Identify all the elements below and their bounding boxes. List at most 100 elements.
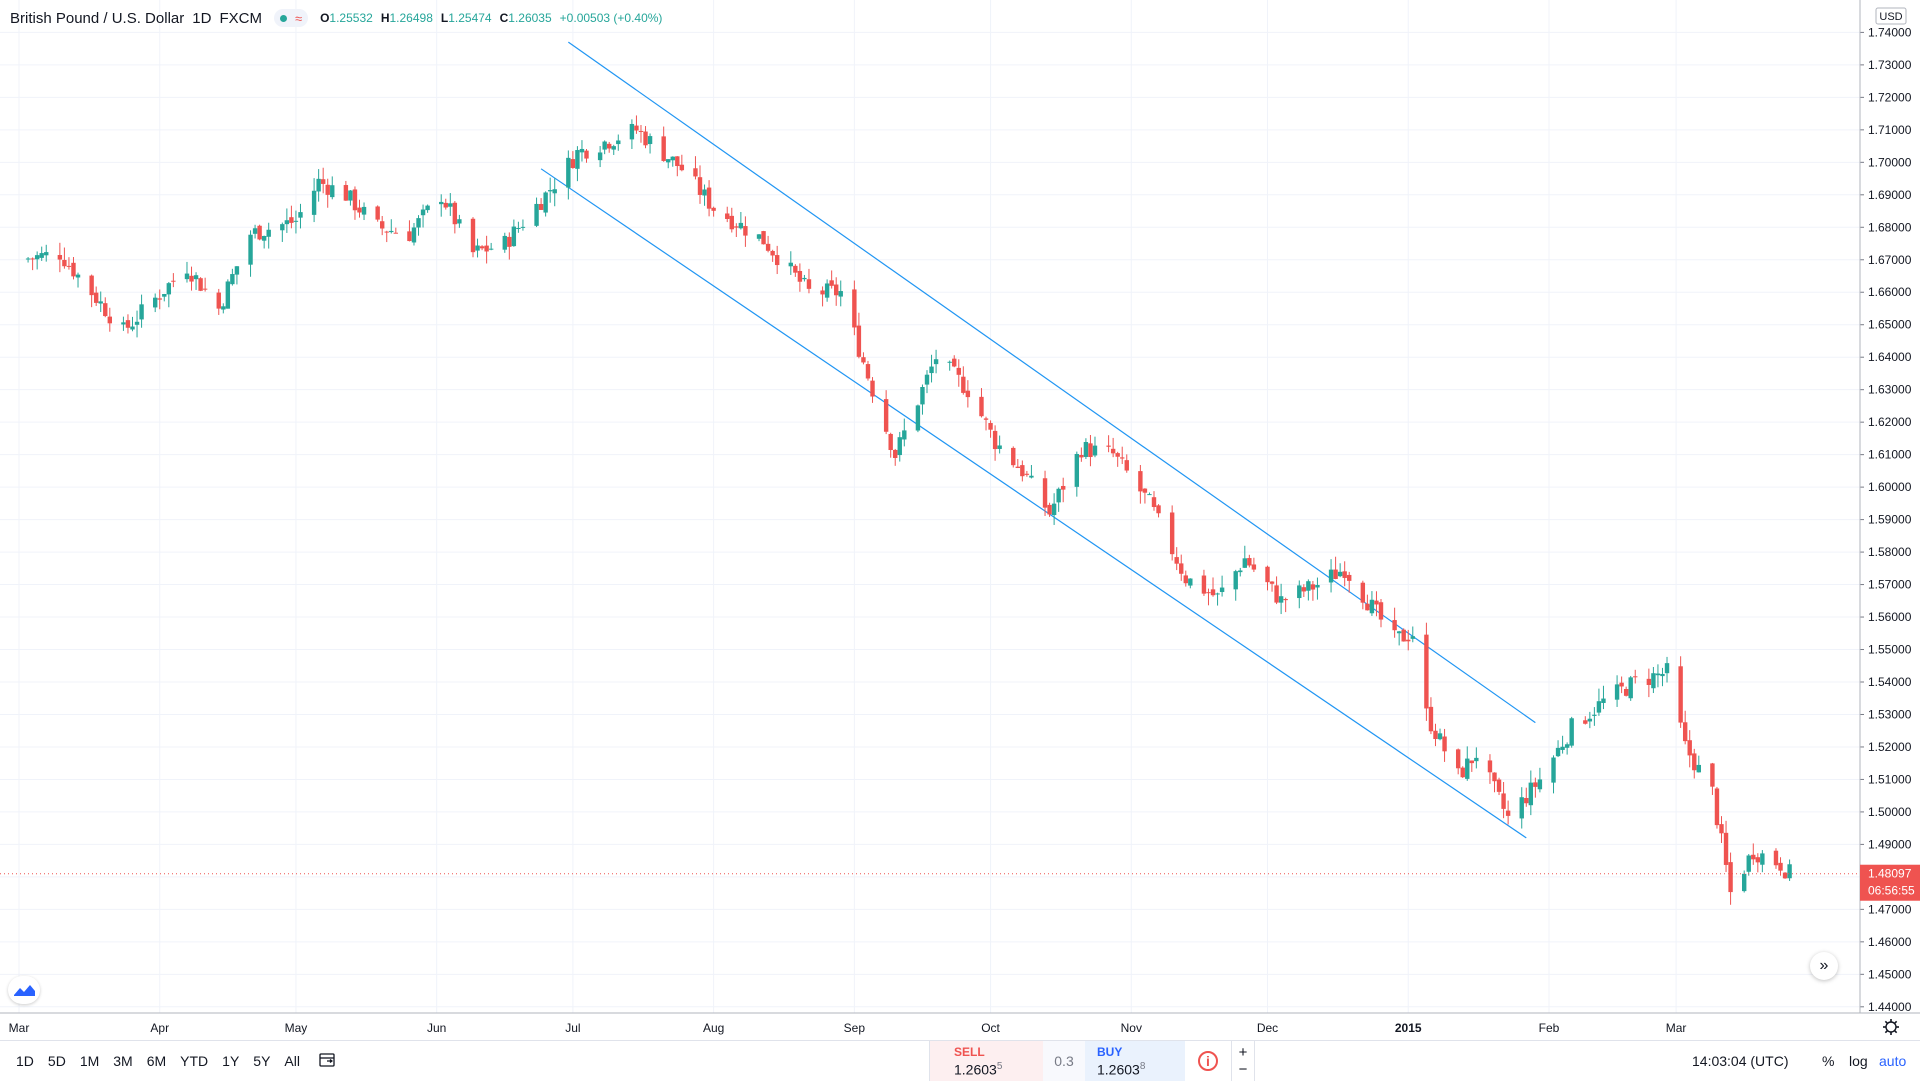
candle-body <box>570 159 576 168</box>
candle-body <box>1424 634 1429 709</box>
candle-body <box>425 205 430 211</box>
y-tick-label: 1.65000 <box>1868 318 1912 332</box>
range-1d-button[interactable]: 1D <box>16 1053 34 1069</box>
decrease-button[interactable]: − <box>1238 1061 1248 1078</box>
symbol-name[interactable]: British Pound / U.S. Dollar <box>10 9 185 27</box>
range-all-button[interactable]: All <box>284 1053 300 1069</box>
candle-body <box>311 190 317 215</box>
clock-time[interactable]: 14:03:04 (UTC) <box>1692 1053 1789 1069</box>
candle-body <box>202 288 208 290</box>
range-ytd-button[interactable]: YTD <box>180 1053 209 1069</box>
candle-body <box>1106 445 1111 447</box>
candle-body <box>320 179 326 184</box>
candle-body <box>933 359 939 365</box>
candle-body <box>870 380 875 397</box>
y-tick-label: 1.74000 <box>1868 25 1912 39</box>
info-button[interactable]: i <box>1185 1041 1231 1081</box>
x-tick-label: Dec <box>1257 1021 1278 1035</box>
interval-label[interactable]: 1D <box>192 9 212 27</box>
candle-body <box>1042 478 1048 508</box>
x-tick-label: Sep <box>844 1021 866 1035</box>
candle-body <box>1678 666 1683 723</box>
candle-body <box>1719 824 1724 834</box>
candle-body <box>534 203 539 226</box>
x-tick-label: Apr <box>150 1021 169 1035</box>
trend-line <box>540 168 1527 839</box>
y-tick-label: 1.52000 <box>1868 740 1912 754</box>
candle-body <box>130 326 135 330</box>
candle-body <box>1124 460 1129 471</box>
y-tick-label: 1.45000 <box>1868 967 1912 981</box>
range-1y-button[interactable]: 1Y <box>222 1053 240 1069</box>
trend-line <box>567 41 1536 724</box>
range-6m-button[interactable]: 6M <box>146 1053 167 1069</box>
candle-body <box>734 226 739 228</box>
candle-body <box>1251 564 1257 570</box>
candle-body <box>797 270 803 282</box>
candle-body <box>443 202 448 208</box>
candle-body <box>1238 570 1243 573</box>
candle-body <box>1433 730 1438 739</box>
candle-body <box>1660 673 1665 677</box>
candle-body <box>711 207 716 211</box>
candle-body <box>675 156 680 167</box>
market-status-pill[interactable]: ≈ <box>273 9 309 27</box>
candle-body <box>1710 763 1715 787</box>
candle-body <box>1233 571 1238 590</box>
candle-body <box>389 230 394 233</box>
candle-body <box>511 226 517 247</box>
calendar-goto-icon[interactable] <box>318 1051 336 1074</box>
candle-body <box>829 280 834 286</box>
candle-body <box>729 215 734 230</box>
range-5y-button[interactable]: 5Y <box>253 1053 271 1069</box>
currency-label: USD <box>1879 11 1902 23</box>
candle-body <box>888 433 893 451</box>
candle-body <box>1465 758 1470 779</box>
candle-body <box>1174 557 1179 564</box>
candle-body <box>543 192 548 213</box>
candle-body <box>1501 793 1506 809</box>
buy-label: BUY <box>1097 1045 1123 1059</box>
range-1m-button[interactable]: 1M <box>79 1053 100 1069</box>
candle-body <box>1437 733 1443 740</box>
y-tick-label: 1.68000 <box>1868 220 1912 234</box>
candle-body <box>1487 760 1493 773</box>
candle-body <box>1156 505 1161 514</box>
x-tick-label: May <box>285 1021 308 1035</box>
sell-price: 1.2603 <box>954 1061 997 1078</box>
ohlc-change: +0.00503 (+0.40%) <box>559 11 663 25</box>
candle-body <box>1274 585 1279 603</box>
candle-body <box>1633 676 1638 678</box>
auto-scale-toggle[interactable]: auto <box>1879 1053 1907 1069</box>
candle-body <box>330 185 335 198</box>
candle-body <box>125 320 131 328</box>
buy-price: 1.2603 <box>1097 1061 1140 1078</box>
candle-body <box>1024 473 1030 475</box>
candle-body <box>393 232 399 234</box>
candle-body <box>725 213 730 219</box>
settings-gear-icon[interactable] <box>1883 1019 1899 1035</box>
candle-body <box>1728 862 1733 893</box>
candle-body <box>1369 599 1375 614</box>
candle-body <box>1015 466 1020 468</box>
x-tick-label: 2015 <box>1395 1021 1422 1035</box>
scroll-to-realtime-button[interactable]: » <box>1810 952 1838 980</box>
buy-button[interactable]: BUY 1.26038 <box>1085 1041 1185 1081</box>
candle-body <box>1315 584 1320 588</box>
log-scale-toggle[interactable]: log <box>1849 1053 1868 1069</box>
candle-body <box>198 278 203 291</box>
candle-body <box>1151 497 1157 508</box>
tradingview-logo[interactable] <box>8 976 40 1004</box>
candle-body <box>57 255 63 260</box>
y-tick-label: 1.72000 <box>1868 90 1912 104</box>
range-5d-button[interactable]: 5D <box>47 1053 66 1069</box>
candle-body <box>634 125 639 131</box>
percent-scale-toggle[interactable]: % <box>1822 1053 1835 1069</box>
sell-button[interactable]: SELL 1.26035 <box>930 1041 1043 1081</box>
range-3m-button[interactable]: 3M <box>113 1053 133 1069</box>
candle-body <box>1201 575 1207 594</box>
price-chart[interactable]: 1.440001.450001.460001.470001.480001.490… <box>0 0 1920 1040</box>
y-tick-label: 1.73000 <box>1868 58 1912 72</box>
candle-body <box>25 258 31 260</box>
increase-button[interactable]: + <box>1238 1044 1248 1061</box>
